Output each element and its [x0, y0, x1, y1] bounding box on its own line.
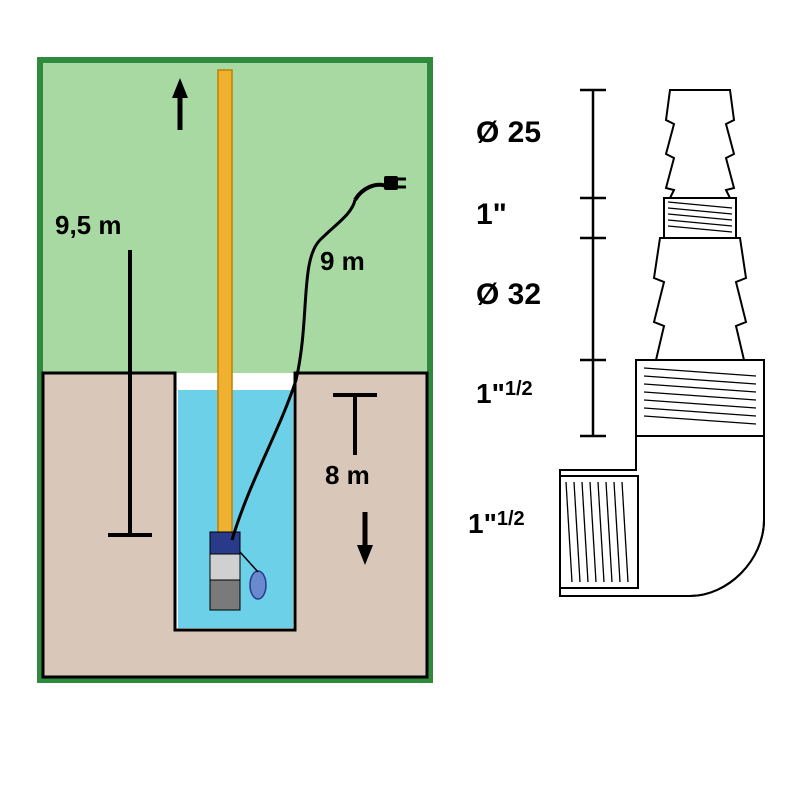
one-half-b-label: 1"1/2 — [468, 508, 525, 540]
barb-25 — [666, 90, 734, 198]
one-inch-label: 1" — [476, 198, 507, 232]
one-half-a-label: 1"1/2 — [476, 378, 533, 410]
thread-1in — [664, 198, 736, 238]
d32-label: Ø 32 — [476, 278, 541, 312]
barb-32 — [654, 238, 746, 360]
dimension-ticks — [580, 90, 606, 436]
fitting-diagram — [0, 0, 800, 800]
d25-label: Ø 25 — [476, 116, 541, 150]
